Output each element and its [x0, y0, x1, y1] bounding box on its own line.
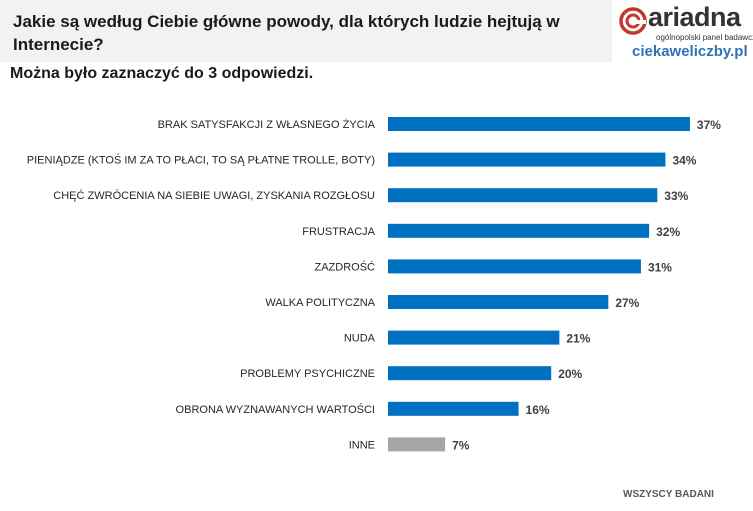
- category-label: BRAK SATYSFAKCJI Z WŁASNEGO ŻYCIA: [158, 118, 376, 131]
- category-label: FRUSTRACJA: [302, 226, 375, 238]
- logo-brand-name: ariadna: [648, 2, 741, 32]
- category-label: ZAZDROŚĆ: [315, 260, 376, 273]
- value-label: 37%: [697, 118, 721, 132]
- category-label: PROBLEMY PSYCHICZNE: [240, 368, 375, 380]
- chart-subtitle: Można było zaznaczyć do 3 odpowiedzi.: [10, 65, 314, 82]
- logo-tagline: ogólnopolski panel badawczy: [656, 33, 753, 42]
- category-label: WALKA POLITYCZNA: [265, 297, 375, 309]
- category-label: OBRONA WYZNAWANYCH WARTOŚCI: [176, 403, 375, 416]
- bar: [388, 259, 641, 274]
- category-label: PIENIĄDZE (KTOŚ IM ZA TO PŁACI, TO SĄ PŁ…: [27, 154, 375, 167]
- bar: [388, 223, 650, 238]
- bar: [388, 117, 690, 131]
- ariadna-logo: ariadna ogólnopolski panel badawczy ciek…: [618, 2, 753, 64]
- category-label: CHĘĆ ZWRÓCENIA NA SIEBIE UWAGI, ZYSKANIA…: [53, 189, 375, 202]
- value-label: 16%: [526, 403, 550, 417]
- value-label: 27%: [615, 296, 639, 310]
- chart-title: Jakie są według Ciebie główne powody, dl…: [13, 12, 560, 54]
- value-label: 20%: [558, 367, 582, 381]
- value-label: 7%: [452, 438, 470, 452]
- value-label: 33%: [664, 189, 688, 203]
- bar: [388, 295, 609, 309]
- bar: [388, 401, 519, 416]
- footer-note: WSZYSCY BADANI: [623, 489, 714, 500]
- bar: [388, 437, 446, 452]
- logo-site: ciekaweliczby.pl: [632, 43, 748, 60]
- bar: [388, 152, 666, 167]
- bar-chart: BRAK SATYSFAKCJI Z WŁASNEGO ŻYCIA 37% PIEN…: [27, 117, 721, 452]
- value-label: 32%: [656, 225, 680, 239]
- bar: [388, 330, 560, 345]
- category-label: INNE: [349, 439, 375, 451]
- category-label: NUDA: [344, 333, 376, 345]
- value-label: 31%: [648, 260, 672, 274]
- value-label: 34%: [672, 154, 696, 168]
- ariadna-logo-icon: [619, 7, 647, 35]
- bar: [388, 188, 658, 203]
- value-label: 21%: [566, 332, 590, 346]
- title-banner: Jakie są według Ciebie główne powody, dl…: [0, 0, 612, 62]
- bar: [388, 366, 552, 381]
